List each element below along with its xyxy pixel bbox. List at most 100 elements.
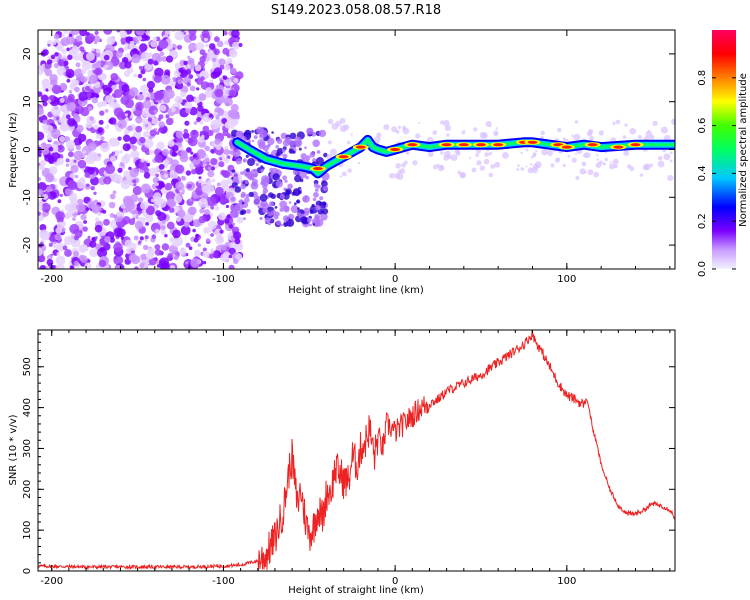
noise-speckle <box>210 166 215 171</box>
noise-speckle <box>222 75 228 80</box>
noise-speckle <box>296 212 302 217</box>
noise-speckle <box>185 108 191 114</box>
noise-speckle <box>69 223 80 234</box>
noise-speckle <box>229 119 238 128</box>
noise-speckle <box>586 130 593 137</box>
noise-speckle <box>189 50 193 54</box>
noise-speckle <box>196 87 200 91</box>
noise-speckle <box>87 142 97 151</box>
noise-speckle <box>203 37 208 42</box>
noise-speckle <box>203 226 211 234</box>
noise-speckle <box>622 135 627 140</box>
noise-speckle <box>173 255 179 261</box>
noise-speckle <box>96 245 101 250</box>
noise-speckle <box>40 231 50 241</box>
noise-speckle <box>137 93 144 101</box>
noise-speckle <box>207 129 214 136</box>
x-tick-label: -200 <box>40 576 63 587</box>
noise-speckle <box>192 228 196 233</box>
noise-speckle <box>59 118 65 124</box>
noise-speckle <box>71 78 79 86</box>
noise-speckle <box>38 91 43 97</box>
noise-speckle <box>180 91 187 98</box>
noise-speckle <box>573 133 581 141</box>
noise-speckle <box>48 146 54 152</box>
noise-speckle <box>313 191 319 198</box>
noise-speckle <box>73 159 77 163</box>
noise-speckle <box>215 235 225 245</box>
noise-speckle <box>612 121 616 126</box>
noise-speckle <box>389 172 395 179</box>
noise-speckle <box>188 42 198 52</box>
noise-speckle <box>161 225 166 230</box>
noise-speckle <box>479 131 487 139</box>
noise-speckle <box>198 215 207 224</box>
noise-speckle <box>252 181 257 187</box>
noise-speckle <box>65 158 70 163</box>
noise-speckle <box>260 165 264 169</box>
noise-speckle <box>49 166 58 175</box>
noise-speckle <box>78 133 87 143</box>
noise-speckle <box>45 78 49 82</box>
noise-speckle <box>571 157 577 163</box>
noise-speckle <box>51 84 62 95</box>
noise-speckle <box>274 206 278 209</box>
noise-speckle <box>218 58 226 66</box>
noise-speckle <box>624 123 628 127</box>
noise-speckle <box>476 149 481 154</box>
noise-speckle <box>124 98 134 109</box>
noise-speckle <box>171 150 177 157</box>
noise-speckle <box>167 44 173 49</box>
noise-speckle <box>74 55 80 61</box>
noise-speckle <box>160 262 170 269</box>
noise-speckle <box>159 51 165 57</box>
noise-speckle <box>527 167 534 174</box>
noise-speckle <box>141 118 148 125</box>
noise-speckle <box>214 206 220 211</box>
noise-speckle <box>55 263 65 269</box>
noise-speckle <box>56 144 65 153</box>
noise-speckle <box>91 237 95 241</box>
noise-speckle <box>322 201 327 206</box>
colorbar-ticks: 0.0 0.2 0.4 0.6 0.8 <box>697 70 736 277</box>
noise-speckle <box>251 139 255 143</box>
noise-speckle <box>201 134 205 139</box>
noise-speckle <box>224 40 230 46</box>
noise-speckle <box>176 103 181 108</box>
noise-speckle <box>38 211 41 216</box>
noise-speckle <box>109 213 115 218</box>
noise-speckle <box>230 145 235 150</box>
noise-speckle <box>122 143 131 152</box>
noise-speckle <box>132 48 138 53</box>
noise-speckle <box>148 257 157 266</box>
noise-speckle <box>47 43 51 47</box>
noise-speckle <box>629 127 637 135</box>
noise-speckle <box>259 193 268 202</box>
noise-speckle <box>84 262 92 269</box>
noise-speckle <box>42 101 48 107</box>
noise-speckle <box>172 76 177 82</box>
noise-speckle <box>495 127 498 130</box>
noise-speckle <box>38 255 46 263</box>
noise-speckle <box>68 180 78 191</box>
noise-speckle <box>165 191 176 202</box>
noise-speckle <box>164 89 175 99</box>
noise-speckle <box>216 40 224 48</box>
noise-speckle <box>516 168 520 171</box>
noise-speckle <box>319 196 324 201</box>
y-tick-label: -20 <box>22 237 33 253</box>
noise-speckle <box>207 180 212 185</box>
noise-speckle <box>220 179 229 188</box>
noise-speckle <box>275 145 280 149</box>
noise-speckle <box>139 236 144 241</box>
noise-speckle <box>145 149 151 156</box>
noise-speckle <box>142 244 149 251</box>
noise-speckle <box>80 214 87 221</box>
noise-speckle <box>155 210 162 217</box>
noise-speckle <box>309 209 314 214</box>
noise-speckle <box>199 120 204 125</box>
noise-speckle <box>517 164 520 167</box>
noise-speckle <box>288 201 292 204</box>
noise-speckle <box>623 150 629 156</box>
noise-speckle <box>224 146 229 150</box>
